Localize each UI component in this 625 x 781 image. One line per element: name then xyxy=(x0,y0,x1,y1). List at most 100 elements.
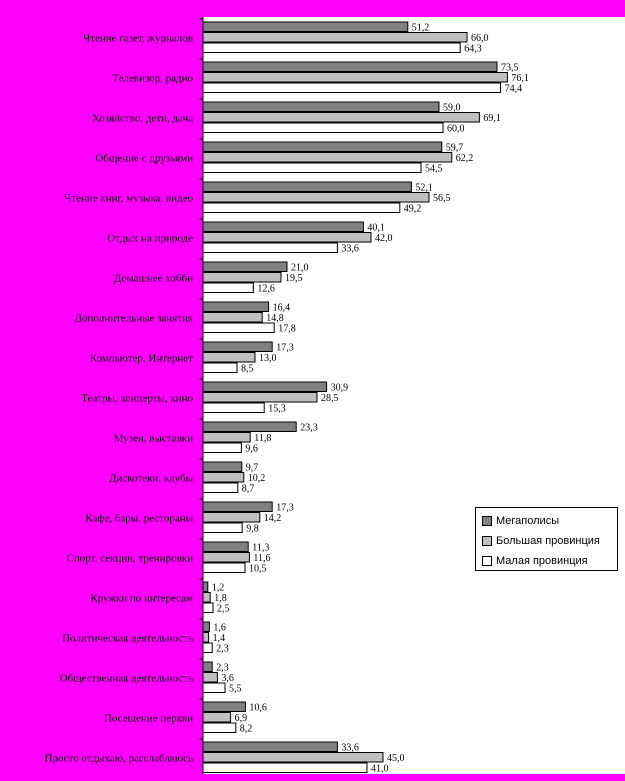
data-label-series-1: 51,2 xyxy=(412,23,430,34)
data-label-series-1: 52,1 xyxy=(415,183,433,194)
category-label: Телевизор, радио xyxy=(112,72,193,84)
bar-series-3 xyxy=(202,82,502,93)
bar-series-2 xyxy=(202,752,384,763)
category-label: Дискотеки, клубы xyxy=(109,472,194,484)
data-label-series-2: 10,2 xyxy=(248,473,265,484)
bar-series-1 xyxy=(202,381,328,392)
data-label-series-1: 23,3 xyxy=(300,423,318,434)
data-label-series-1: 11,3 xyxy=(252,543,269,554)
data-label-series-1: 9,7 xyxy=(246,463,258,474)
data-label-series-3: 60,0 xyxy=(447,124,465,135)
category-label: Кружки по интересам xyxy=(90,592,193,604)
data-label-series-1: 17,3 xyxy=(276,343,294,354)
bar-series-2 xyxy=(202,632,210,643)
bar-series-3 xyxy=(202,122,444,133)
bar-series-3 xyxy=(202,482,239,493)
data-label-series-3: 15,3 xyxy=(268,404,286,415)
bar-series-2 xyxy=(202,72,508,83)
bar-series-1 xyxy=(202,741,338,752)
data-label-series-3: 64,3 xyxy=(464,44,482,55)
bar-series-3 xyxy=(202,282,254,293)
data-label-series-3: 8,7 xyxy=(242,484,255,495)
data-label-series-1: 21,0 xyxy=(291,263,309,274)
bar-series-1 xyxy=(202,421,297,432)
category-label: Посещение церкви xyxy=(104,712,193,724)
legend-item-series-1: Мегаполисы xyxy=(482,511,617,531)
bar-series-3 xyxy=(202,242,338,253)
data-label-series-1: 33,6 xyxy=(341,743,359,754)
data-label-series-2: 6,9 xyxy=(235,713,248,724)
bar-series-2 xyxy=(202,352,256,363)
bar-series-2 xyxy=(202,152,453,163)
category-label: Просто отдыхаю, расслабляюсь xyxy=(45,752,193,764)
bar-series-1 xyxy=(202,581,209,592)
data-label-series-1: 40,1 xyxy=(367,223,385,234)
data-label-series-2: 11,8 xyxy=(254,433,271,444)
bar-series-1 xyxy=(202,181,412,192)
bar-series-1 xyxy=(202,141,443,152)
data-label-series-1: 10,6 xyxy=(249,703,267,714)
bar-series-3 xyxy=(202,42,461,53)
data-label-series-2: 14,8 xyxy=(266,313,284,324)
data-label-series-1: 73,5 xyxy=(501,63,519,74)
category-label: Домашнее хобби xyxy=(114,272,193,284)
data-label-series-2: 11,6 xyxy=(253,553,270,564)
data-label-series-3: 5,5 xyxy=(229,684,242,695)
data-label-series-3: 12,6 xyxy=(257,284,275,295)
data-label-series-3: 9,8 xyxy=(246,524,259,535)
data-label-series-1: 17,3 xyxy=(276,503,294,514)
bar-series-1 xyxy=(202,261,288,272)
bar-series-1 xyxy=(202,341,273,352)
category-label: Компьютер, Интернет xyxy=(90,352,193,364)
data-label-series-2: 66,0 xyxy=(471,33,489,44)
legend-item-series-2: Большая провинция xyxy=(482,531,617,551)
bar-series-2 xyxy=(202,312,263,323)
data-label-series-3: 2,5 xyxy=(217,604,230,615)
data-label-series-2: 14,2 xyxy=(264,513,282,524)
bar-series-1 xyxy=(202,21,409,32)
bar-series-2 xyxy=(202,592,211,603)
data-label-series-3: 10,5 xyxy=(249,564,267,575)
bar-series-1 xyxy=(202,661,213,672)
legend-swatch-series-3 xyxy=(482,556,492,566)
data-label-series-3: 41,0 xyxy=(371,764,389,775)
data-label-series-1: 1,2 xyxy=(212,583,225,594)
category-label: Общественная деятельность xyxy=(60,672,193,684)
data-label-series-3: 33,6 xyxy=(341,244,359,255)
data-label-series-2: 42,0 xyxy=(375,233,393,244)
legend: Мегаполисы Большая провинция Малая прови… xyxy=(475,507,618,571)
bar-series-2 xyxy=(202,232,372,243)
bar-series-3 xyxy=(202,162,422,173)
data-label-series-2: 45,0 xyxy=(387,753,405,764)
data-label-series-1: 30,9 xyxy=(331,383,349,394)
data-label-series-3: 9,6 xyxy=(245,444,258,455)
data-label-series-1: 16,4 xyxy=(273,303,291,314)
data-label-series-2: 62,2 xyxy=(456,153,474,164)
legend-swatch-series-1 xyxy=(482,516,492,526)
data-label-series-1: 59,0 xyxy=(443,103,461,114)
data-label-series-2: 19,5 xyxy=(285,273,303,284)
data-label-series-2: 28,5 xyxy=(321,393,339,404)
category-label: Отдых на природе xyxy=(107,232,193,244)
bar-series-2 xyxy=(202,272,282,283)
bar-series-2 xyxy=(202,512,261,523)
bar-series-1 xyxy=(202,61,498,72)
bar-series-1 xyxy=(202,621,210,632)
bar-series-1 xyxy=(202,541,249,552)
category-label: Политическая деятельность xyxy=(62,632,193,644)
data-label-series-2: 69,1 xyxy=(483,113,501,124)
category-label: Музеи, выставки xyxy=(114,432,193,444)
bar-series-3 xyxy=(202,682,226,693)
bar-series-1 xyxy=(202,701,246,712)
category-label: Общение с друзьями xyxy=(95,152,193,164)
data-label-series-3: 8,5 xyxy=(241,364,254,375)
bar-series-2 xyxy=(202,392,318,403)
bar-series-2 xyxy=(202,552,250,563)
bar-series-3 xyxy=(202,562,246,573)
category-label: Спорт, секции, тренировки xyxy=(67,552,194,564)
data-label-series-2: 3,6 xyxy=(221,673,234,684)
bar-series-3 xyxy=(202,362,238,373)
bar-series-2 xyxy=(202,192,430,203)
